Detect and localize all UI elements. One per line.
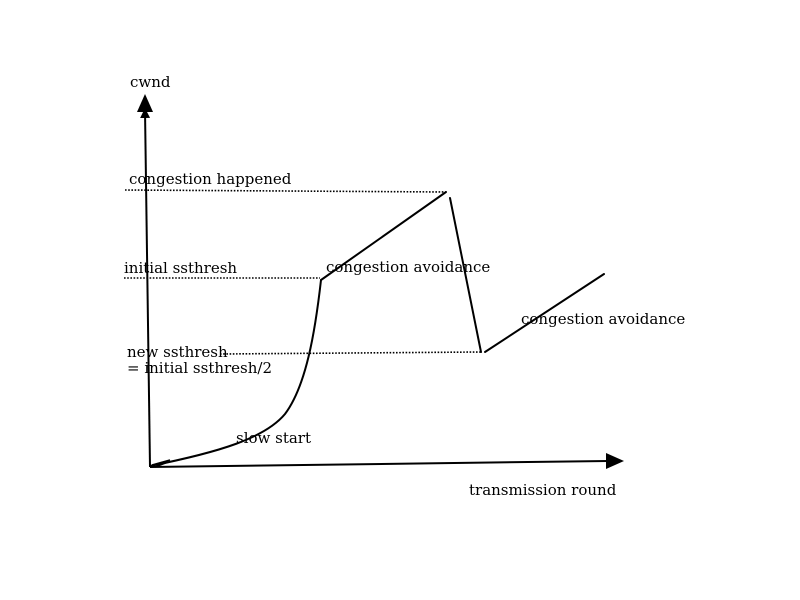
congestion-happened-guide: [124, 189, 447, 193]
slow-start-label: slow start: [236, 429, 311, 447]
new-ssthresh-formula-label: = initial ssthresh/2: [127, 359, 272, 377]
x-axis: [149, 460, 609, 468]
congestion-avoidance-line-2: [484, 273, 605, 353]
x-axis-label: transmission round: [469, 481, 617, 499]
congestion-avoidance-label-2: congestion avoidance: [521, 310, 685, 328]
congestion-avoidance-label-1: congestion avoidance: [326, 258, 490, 276]
y-axis: [140, 108, 151, 468]
congestion-avoidance-line-1: [320, 191, 447, 281]
y-axis-arrowhead: [137, 94, 153, 112]
new-ssthresh-label: new ssthresh: [127, 343, 228, 361]
initial-ssthresh-label: initial ssthresh: [124, 259, 237, 277]
slow-start-curve: [149, 279, 322, 467]
x-axis-arrowhead: [606, 453, 624, 469]
new-ssthresh-guide: [219, 351, 482, 355]
y-axis-label: cwnd: [130, 73, 171, 91]
congestion-drop-line: [449, 197, 482, 353]
congestion-happened-label: congestion happened: [129, 170, 292, 188]
